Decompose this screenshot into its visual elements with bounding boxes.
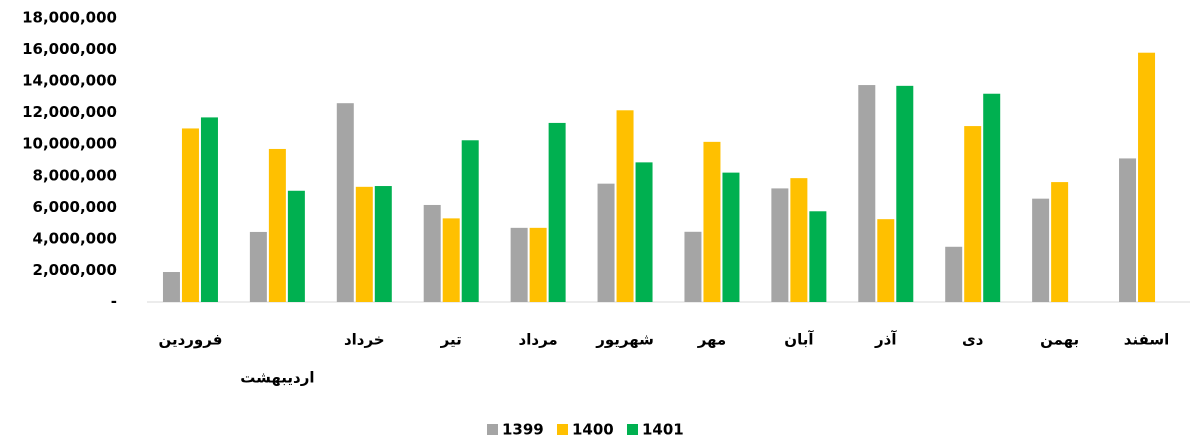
bar: [1051, 182, 1069, 302]
bar: [858, 85, 876, 302]
x-tick-label: مرداد: [519, 331, 558, 349]
y-tick-label: 18,000,000: [22, 9, 117, 27]
y-tick-label: 8,000,000: [33, 166, 117, 184]
bar: [597, 183, 615, 302]
bar: [461, 140, 479, 302]
y-tick-label: 12,000,000: [22, 103, 117, 121]
x-tick-label: شهریور: [595, 331, 654, 349]
bar: [1138, 52, 1156, 302]
bar: [896, 85, 914, 302]
legend-label: 1401: [642, 421, 684, 439]
y-tick-label: 2,000,000: [33, 261, 117, 279]
x-tick-label: اردیبهشت: [240, 369, 314, 387]
y-tick-label: 16,000,000: [22, 40, 117, 58]
bar: [877, 219, 895, 302]
x-tick-label: فروردین: [158, 331, 222, 349]
x-tick-label: تیر: [440, 331, 462, 349]
bar: [529, 227, 547, 302]
bar: [790, 178, 808, 302]
x-tick-label: خرداد: [344, 331, 385, 349]
bar: [181, 128, 199, 302]
bar: [771, 188, 789, 302]
x-tick-label: دی: [962, 331, 984, 349]
bar: [287, 190, 305, 302]
legend-swatch: [557, 424, 568, 435]
legend-swatch: [487, 424, 498, 435]
bar: [964, 126, 982, 302]
bar: [249, 231, 267, 302]
bar: [945, 246, 963, 302]
bar: [336, 103, 354, 302]
y-tick-label: -: [111, 293, 117, 311]
y-tick-label: 6,000,000: [33, 198, 117, 216]
x-tick-label: آبان: [784, 331, 814, 349]
bar: [983, 93, 1001, 302]
y-tick-label: 10,000,000: [22, 135, 117, 153]
y-tick-label: 14,000,000: [22, 72, 117, 90]
bar: [374, 186, 392, 302]
x-tick-label: آذر: [874, 331, 897, 349]
bar: [200, 117, 218, 303]
legend-label: 1400: [572, 421, 614, 439]
bar: [684, 231, 702, 302]
bar: [1032, 198, 1050, 302]
bar: [355, 186, 373, 302]
legend-label: 1399: [502, 421, 544, 439]
bar: [423, 204, 441, 302]
bar: [703, 141, 721, 302]
bar: [162, 272, 180, 302]
y-tick-label: 4,000,000: [33, 229, 117, 247]
bar: [635, 162, 653, 302]
bar: [442, 218, 460, 302]
x-tick-label: مهر: [697, 331, 727, 349]
bar: [1119, 158, 1137, 302]
bar: [809, 211, 827, 302]
bar: [268, 148, 286, 302]
bar: [548, 122, 566, 302]
bar: [722, 172, 740, 302]
bar: [616, 110, 634, 302]
x-tick-label: اسفند: [1124, 331, 1169, 349]
legend-swatch: [627, 424, 638, 435]
bar: [510, 227, 528, 302]
x-tick-label: بهمن: [1040, 331, 1079, 349]
